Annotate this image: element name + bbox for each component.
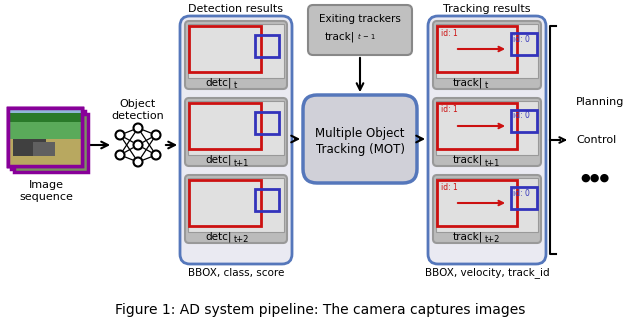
- Text: t+1: t+1: [234, 158, 250, 168]
- FancyBboxPatch shape: [303, 95, 417, 183]
- Text: t+1: t+1: [485, 158, 500, 168]
- Bar: [255, 35, 279, 57]
- Bar: [437, 26, 517, 72]
- Bar: [8, 139, 82, 165]
- Bar: [8, 108, 82, 134]
- Text: Tracking (MOT): Tracking (MOT): [316, 142, 404, 156]
- Bar: [436, 101, 538, 155]
- FancyBboxPatch shape: [433, 98, 541, 166]
- Text: id: 0: id: 0: [513, 111, 530, 121]
- Bar: [436, 24, 538, 78]
- Bar: [511, 33, 537, 55]
- Text: t+2: t+2: [485, 235, 500, 244]
- Bar: [11, 111, 85, 169]
- Bar: [255, 112, 279, 134]
- Text: Image
sequence: Image sequence: [19, 180, 73, 201]
- Text: Object
detection: Object detection: [111, 99, 164, 121]
- Circle shape: [115, 130, 125, 140]
- Bar: [8, 108, 82, 166]
- Text: Exiting trackers: Exiting trackers: [319, 14, 401, 24]
- Text: t+2: t+2: [234, 235, 250, 244]
- FancyBboxPatch shape: [428, 16, 546, 264]
- Text: Planning: Planning: [576, 97, 625, 107]
- Bar: [188, 24, 284, 78]
- Text: BBOX, class, score: BBOX, class, score: [188, 268, 284, 278]
- Text: track|: track|: [452, 78, 483, 88]
- FancyBboxPatch shape: [185, 21, 287, 89]
- Text: t: t: [485, 82, 488, 91]
- Text: detc|: detc|: [205, 155, 232, 165]
- Circle shape: [152, 130, 161, 140]
- Text: Control: Control: [576, 135, 616, 145]
- Text: track|: track|: [324, 32, 355, 42]
- FancyBboxPatch shape: [185, 98, 287, 166]
- Text: BBOX, velocity, track_id: BBOX, velocity, track_id: [425, 268, 549, 278]
- Circle shape: [134, 141, 143, 150]
- Bar: [436, 178, 538, 232]
- Text: Tracking results: Tracking results: [444, 4, 531, 14]
- Text: track|: track|: [452, 155, 483, 165]
- FancyBboxPatch shape: [433, 21, 541, 89]
- Text: id: 0: id: 0: [513, 188, 530, 198]
- Circle shape: [134, 157, 143, 167]
- Text: id: 1: id: 1: [441, 28, 458, 37]
- Bar: [14, 114, 88, 172]
- Bar: [8, 108, 82, 166]
- FancyBboxPatch shape: [433, 175, 541, 243]
- Text: id: 0: id: 0: [513, 35, 530, 43]
- FancyBboxPatch shape: [308, 5, 412, 55]
- Text: Multiple Object: Multiple Object: [316, 126, 404, 140]
- Text: Detection results: Detection results: [189, 4, 284, 14]
- Text: t: t: [234, 82, 237, 91]
- FancyBboxPatch shape: [180, 16, 292, 264]
- Circle shape: [134, 124, 143, 132]
- Bar: [255, 189, 279, 211]
- Text: ●●●: ●●●: [580, 173, 609, 183]
- Text: detc|: detc|: [205, 78, 232, 88]
- FancyBboxPatch shape: [185, 175, 287, 243]
- Bar: [511, 110, 537, 132]
- Text: id: 1: id: 1: [441, 106, 458, 114]
- Bar: [13, 139, 46, 156]
- Bar: [511, 187, 537, 209]
- Text: id: 1: id: 1: [441, 183, 458, 191]
- Bar: [437, 103, 517, 149]
- Bar: [189, 180, 261, 226]
- Bar: [189, 103, 261, 149]
- Text: track|: track|: [452, 232, 483, 242]
- Bar: [8, 122, 82, 142]
- Text: Figure 1: AD system pipeline: The camera captures images: Figure 1: AD system pipeline: The camera…: [115, 303, 525, 317]
- Bar: [437, 180, 517, 226]
- Text: detc|: detc|: [205, 232, 232, 242]
- Circle shape: [152, 151, 161, 159]
- Bar: [188, 101, 284, 155]
- Bar: [33, 142, 55, 156]
- Circle shape: [115, 151, 125, 159]
- Bar: [8, 113, 82, 142]
- Bar: [8, 108, 82, 166]
- Bar: [189, 26, 261, 72]
- Text: $_{t\,-\,1}$: $_{t\,-\,1}$: [357, 32, 376, 42]
- Bar: [188, 178, 284, 232]
